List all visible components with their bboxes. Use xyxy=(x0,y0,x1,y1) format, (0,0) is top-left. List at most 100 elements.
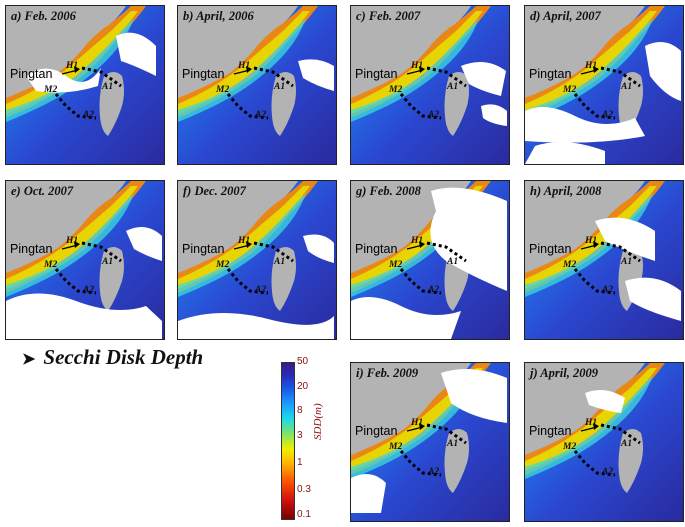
a1-label: A1 xyxy=(102,82,114,92)
map-panel: f) Dec. 2007 Pingtan H1 M2 A1 A2 xyxy=(177,180,337,340)
transect-line xyxy=(600,241,641,263)
pingtan-label: Pingtan xyxy=(529,67,572,81)
colorbar-tick: 1 xyxy=(297,457,303,468)
cloud-mask xyxy=(585,389,625,413)
arrowhead-icon xyxy=(593,66,599,73)
transect-line xyxy=(399,268,442,295)
m2-label: M2 xyxy=(389,442,403,452)
transect-line xyxy=(54,93,97,120)
cloud-mask xyxy=(461,62,506,96)
pingtan-label: Pingtan xyxy=(355,242,398,256)
coastal-clear-band xyxy=(351,193,479,297)
map-panel: d) April, 2007 Pingtan H1 M2 A1 A2 xyxy=(524,5,684,165)
cloud-mask xyxy=(481,104,507,126)
a2-label: A2 xyxy=(83,110,95,120)
coastal-clear-band xyxy=(6,193,134,297)
coastal-mid-band xyxy=(178,11,310,114)
a1-label: A1 xyxy=(447,257,459,267)
coastal-mid-band xyxy=(6,186,138,289)
h1-label: H1 xyxy=(238,61,251,71)
pingtan-label: Pingtan xyxy=(182,242,225,256)
m2-label: M2 xyxy=(44,85,58,95)
a1-label: A1 xyxy=(621,439,633,449)
map-panel: a) Feb. 2006 Pingtan H1 M2 A1 A2 xyxy=(5,5,165,165)
h1-label: H1 xyxy=(585,418,598,428)
colorbar-tick: 3 xyxy=(297,430,303,441)
sdd-map xyxy=(351,6,509,164)
pingtan-label: Pingtan xyxy=(529,424,572,438)
pingtan-label: Pingtan xyxy=(182,67,225,81)
h1-label: H1 xyxy=(585,236,598,246)
h1-label: H1 xyxy=(411,418,424,428)
m2-label: M2 xyxy=(563,442,577,452)
transect-line xyxy=(81,241,122,263)
m2-label: M2 xyxy=(389,85,403,95)
panel-label: j) April, 2009 xyxy=(530,366,598,380)
panel-label: f) Dec. 2007 xyxy=(183,184,246,198)
transect-line xyxy=(573,268,616,295)
pingtan-label: Pingtan xyxy=(10,67,53,81)
transect-line xyxy=(600,66,641,88)
map-panel: j) April, 2009 Pingtan H1 M2 A1 A2 xyxy=(524,362,684,522)
cloud-mask xyxy=(303,234,334,263)
arrowhead-icon xyxy=(74,241,80,248)
coastal-clear-band xyxy=(351,375,479,479)
a1-label: A1 xyxy=(274,82,286,92)
cloud-mask xyxy=(525,142,605,164)
transect-line xyxy=(573,93,616,120)
pingtan-label: Pingtan xyxy=(355,67,398,81)
pingtan-label: Pingtan xyxy=(529,242,572,256)
m2-label: M2 xyxy=(389,260,403,270)
transect-line xyxy=(81,66,122,88)
taiwan-island xyxy=(271,247,296,311)
sdd-map xyxy=(351,181,509,339)
transect-line xyxy=(226,268,269,295)
sdd-map xyxy=(6,6,164,164)
colorbar-tick: 0.1 xyxy=(297,509,311,520)
coastal-clear-band xyxy=(351,18,479,122)
a2-label: A2 xyxy=(83,285,95,295)
transect-line xyxy=(399,93,442,120)
a2-label: A2 xyxy=(602,110,614,120)
arrowhead-icon xyxy=(246,241,252,248)
colorbar xyxy=(281,362,295,520)
cloud-mask xyxy=(645,42,681,101)
mainland-land xyxy=(6,181,126,273)
cloud-mask xyxy=(625,277,681,321)
panel-label: d) April, 2007 xyxy=(530,9,601,23)
sdd-map xyxy=(178,6,336,164)
a1-label: A1 xyxy=(621,257,633,267)
cloud-mask xyxy=(595,217,655,261)
arrowhead-icon xyxy=(593,423,599,430)
h1-label: H1 xyxy=(411,236,424,246)
cloud-mask xyxy=(351,297,461,339)
coastal-clear-band xyxy=(178,18,306,122)
coastal-mid-band xyxy=(525,186,657,289)
cloud-mask xyxy=(116,32,156,76)
h1-label: H1 xyxy=(411,61,424,71)
a2-label: A2 xyxy=(602,285,614,295)
a2-label: A2 xyxy=(428,285,440,295)
panel-label: i) Feb. 2009 xyxy=(356,366,419,380)
a1-label: A1 xyxy=(274,257,286,267)
transect-line xyxy=(600,423,641,445)
m2-label: M2 xyxy=(563,260,577,270)
a1-label: A1 xyxy=(102,257,114,267)
cloud-mask xyxy=(351,474,386,513)
taiwan-island xyxy=(99,72,124,136)
colorbar-tick: 20 xyxy=(297,381,309,392)
map-panel: h) April, 2008 Pingtan H1 M2 A1 A2 xyxy=(524,180,684,340)
pingtan-label: Pingtan xyxy=(10,242,53,256)
a1-label: A1 xyxy=(447,439,459,449)
h1-label: H1 xyxy=(66,236,79,246)
coastal-mid-band xyxy=(178,186,310,289)
transect-line xyxy=(399,450,442,477)
sdd-map xyxy=(525,181,683,339)
transect-line xyxy=(253,241,294,263)
colorbar-tick: 50 xyxy=(297,356,309,367)
arrowhead-icon xyxy=(246,66,252,73)
mainland-land xyxy=(351,363,471,455)
mainland-land xyxy=(351,6,471,98)
coastal-mid-band xyxy=(351,11,483,114)
panel-label: h) April, 2008 xyxy=(530,184,602,198)
